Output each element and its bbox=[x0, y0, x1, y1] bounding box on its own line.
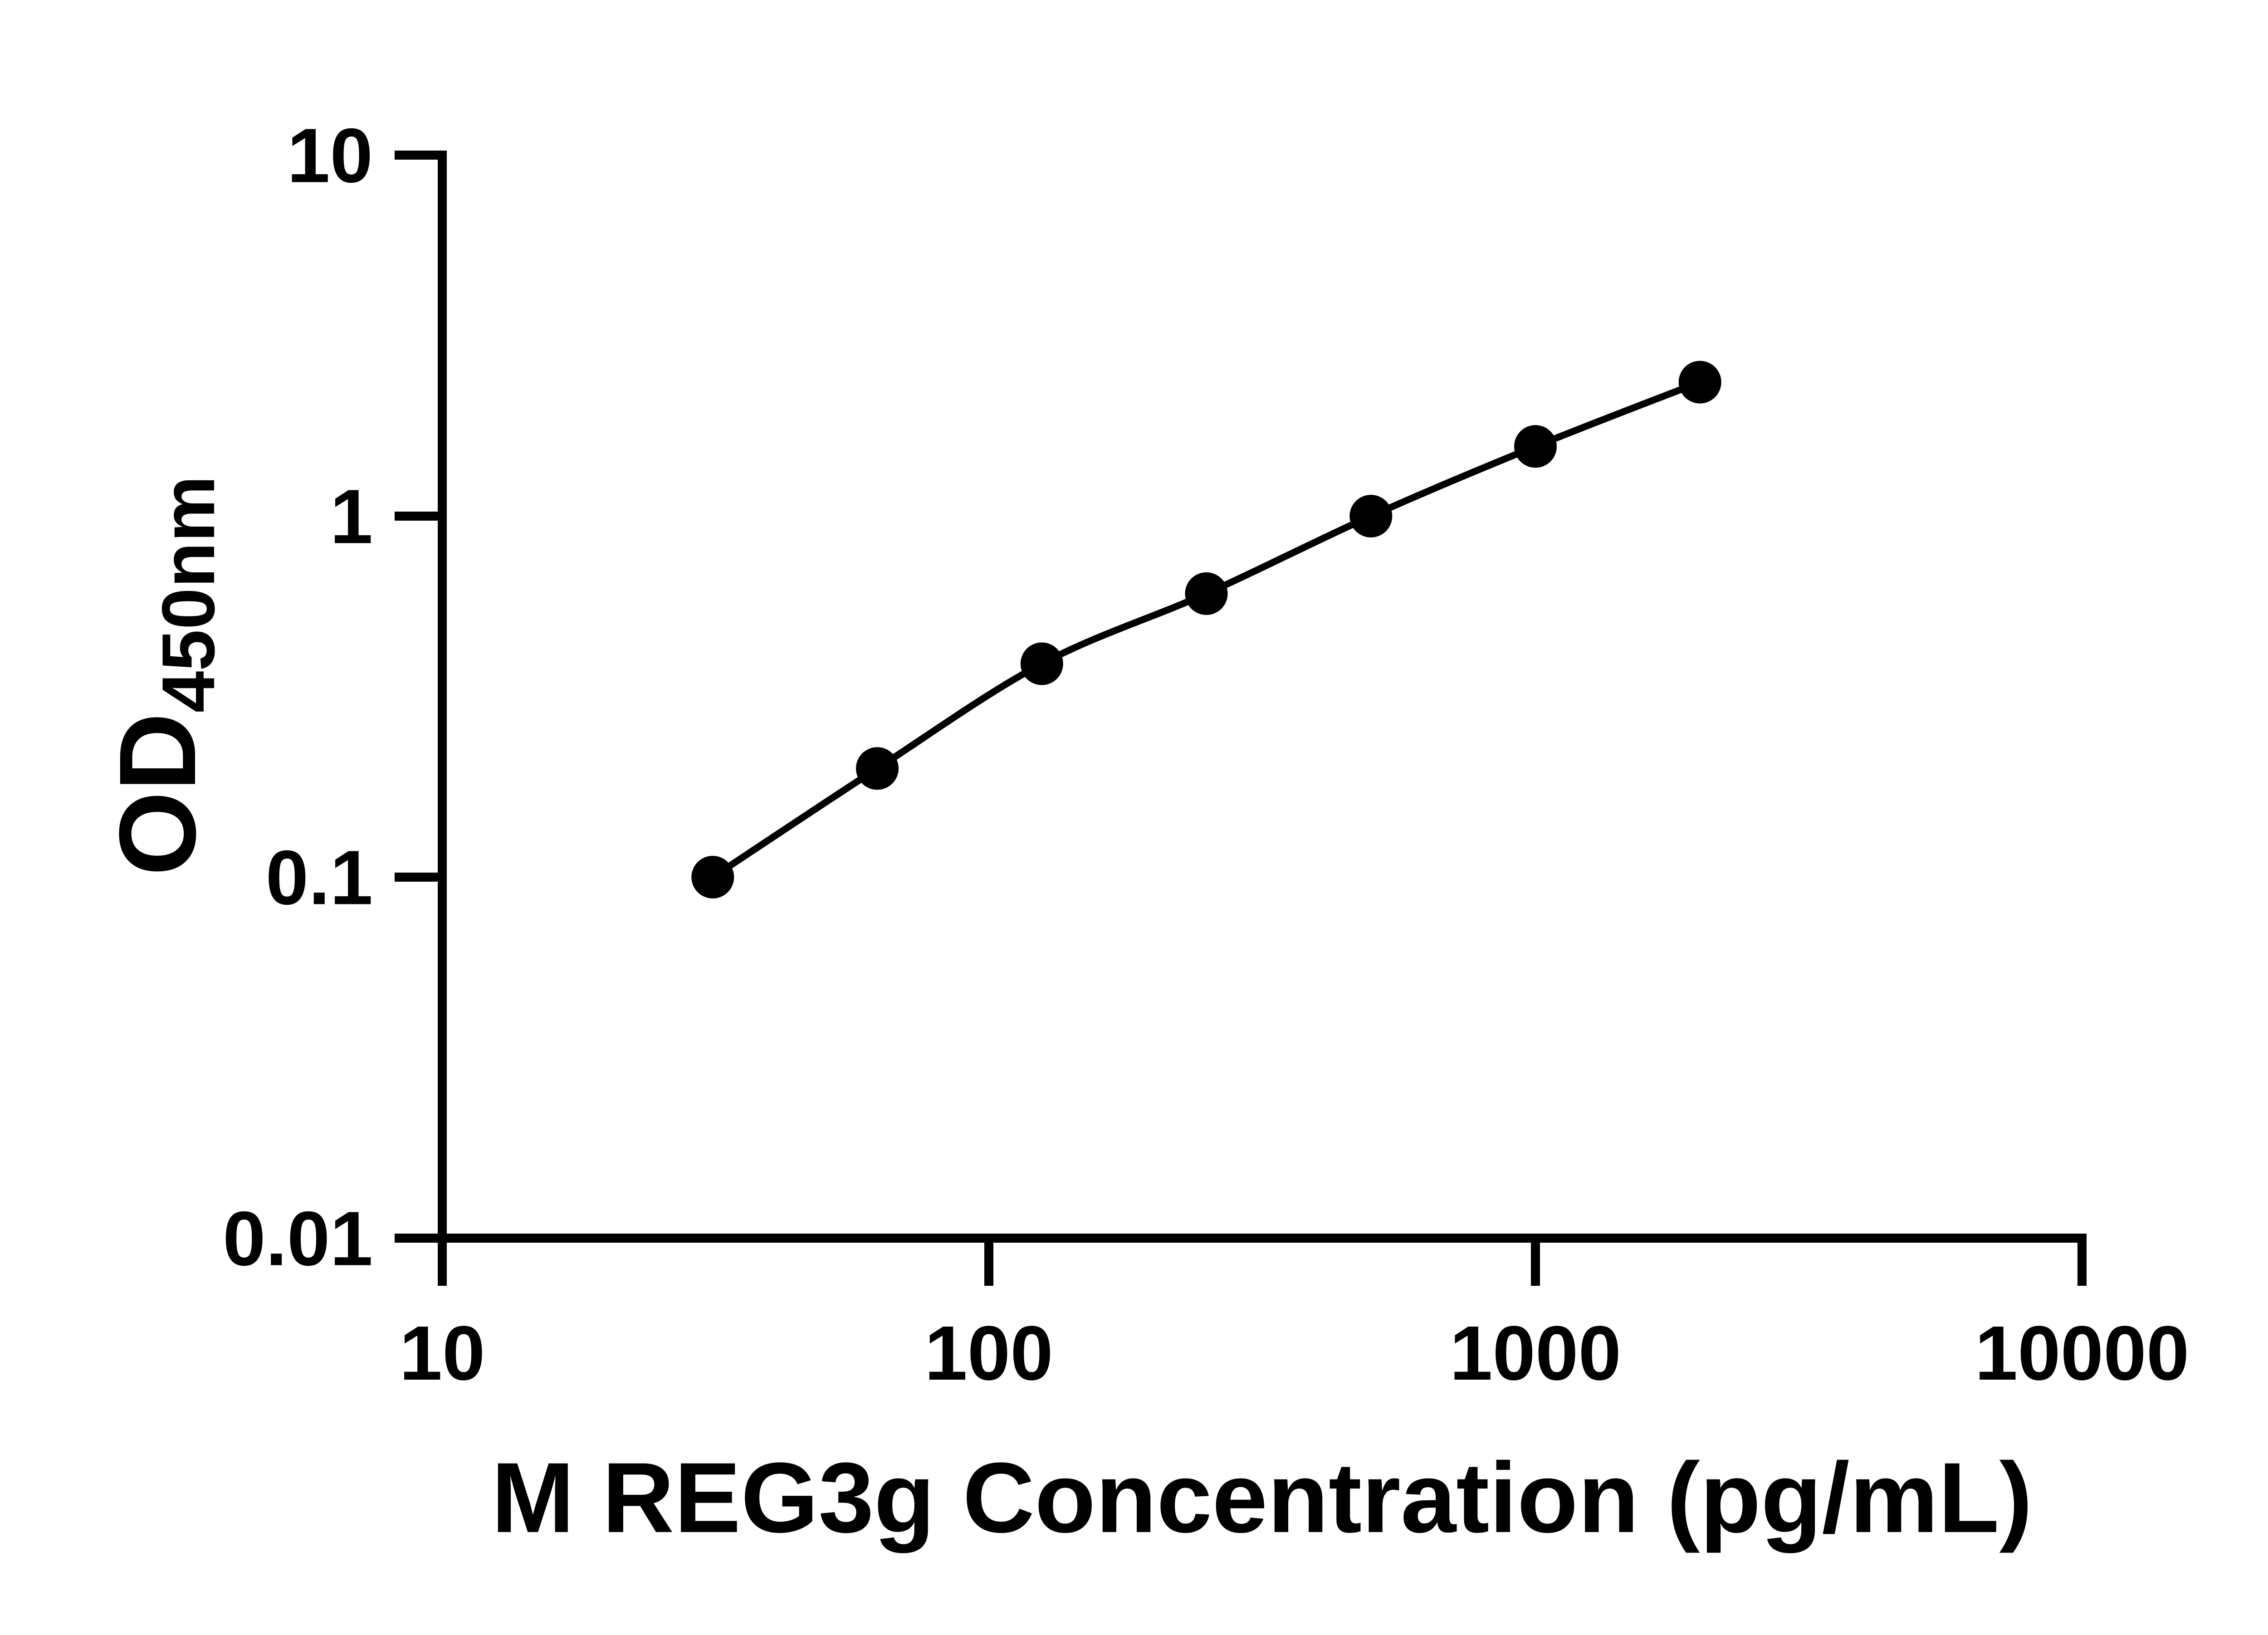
y-tick-label-0.1: 0.1 bbox=[266, 835, 373, 921]
x-axis-title: M REG3g Concentration (pg/mL) bbox=[491, 1442, 2033, 1553]
y-axis-title: OD450nm bbox=[97, 476, 230, 876]
x-tick-label-10: 10 bbox=[399, 1310, 485, 1396]
data-point-2000pg-ml bbox=[1678, 361, 1721, 404]
x-tick-label-10000: 10000 bbox=[1975, 1310, 2190, 1396]
data-point-1000pg-ml bbox=[1514, 425, 1557, 468]
data-point-500pg-ml bbox=[1349, 495, 1393, 537]
data-point-250pg-ml bbox=[1185, 572, 1228, 615]
axes bbox=[395, 151, 2087, 1286]
y-tick-label-0.01: 0.01 bbox=[223, 1196, 373, 1282]
y-tick-label-1: 1 bbox=[330, 474, 373, 560]
axis-lines bbox=[395, 151, 2087, 1286]
plot-series bbox=[691, 361, 1721, 898]
data-point-125pg-ml bbox=[1020, 642, 1063, 685]
x-tick-label-100: 100 bbox=[924, 1310, 1053, 1396]
y-axis-title-main: OD bbox=[97, 713, 218, 876]
tick-labels: 10 1 0.1 0.01 10 100 1000 10000 bbox=[223, 113, 2189, 1397]
y-tick-label-10: 10 bbox=[287, 113, 373, 199]
x-tick-label-1000: 1000 bbox=[1450, 1310, 1621, 1396]
data-point-31.25pg-ml bbox=[691, 856, 734, 898]
data-point-62.5pg-ml bbox=[856, 747, 899, 790]
y-axis-title-subscript: 450nm bbox=[147, 476, 230, 713]
